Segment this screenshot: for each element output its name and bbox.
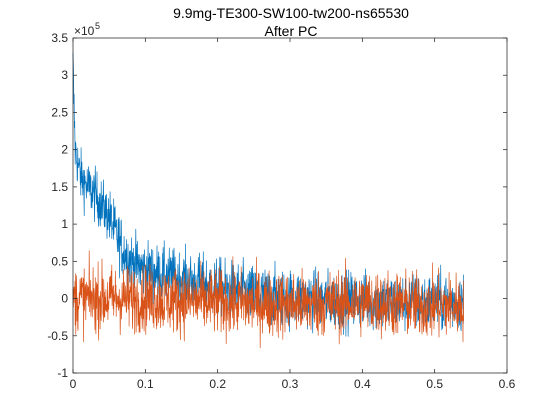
x-tick-label: 0.3: [282, 377, 299, 391]
y-tick-label: -1: [57, 366, 68, 380]
y-exponent-base: ×10: [74, 24, 95, 38]
x-tick-label: 0.2: [209, 377, 226, 391]
x-tick-label: 0.6: [499, 377, 516, 391]
series-line-1: [72, 52, 464, 337]
ticks-layer: 0 0.1 0.2 0.3 0.4 0.5 0.6 -1 -0.5 0 0.5 1 1.5 2 2.5 3 3.…: [47, 31, 515, 391]
y-tick-label: 3.5: [51, 31, 68, 45]
y-tick-label: 2.5: [51, 105, 68, 119]
x-tick-label: 0.1: [137, 377, 154, 391]
x-tick-label: 0: [70, 377, 77, 391]
y-tick-label: 1: [61, 217, 68, 231]
chart-subtitle: After PC: [265, 23, 318, 39]
series-line-2: [72, 250, 464, 349]
y-tick-label: 2: [61, 143, 68, 157]
series-layer: [72, 52, 464, 349]
y-tick-label: 0.5: [51, 254, 68, 268]
x-tick-label: 0.4: [354, 377, 371, 391]
y-tick-label: 3: [61, 68, 68, 82]
chart-title: 9.9mg-TE300-SW100-tw200-ns65530: [173, 5, 409, 21]
y-tick-label: 1.5: [51, 180, 68, 194]
y-tick-label: 0: [61, 292, 68, 306]
y-exponent-power: 5: [95, 21, 100, 31]
y-tick-label: -0.5: [47, 329, 68, 343]
x-tick-label: 0.5: [426, 377, 443, 391]
y-exponent-label: ×10 5: [74, 21, 100, 38]
